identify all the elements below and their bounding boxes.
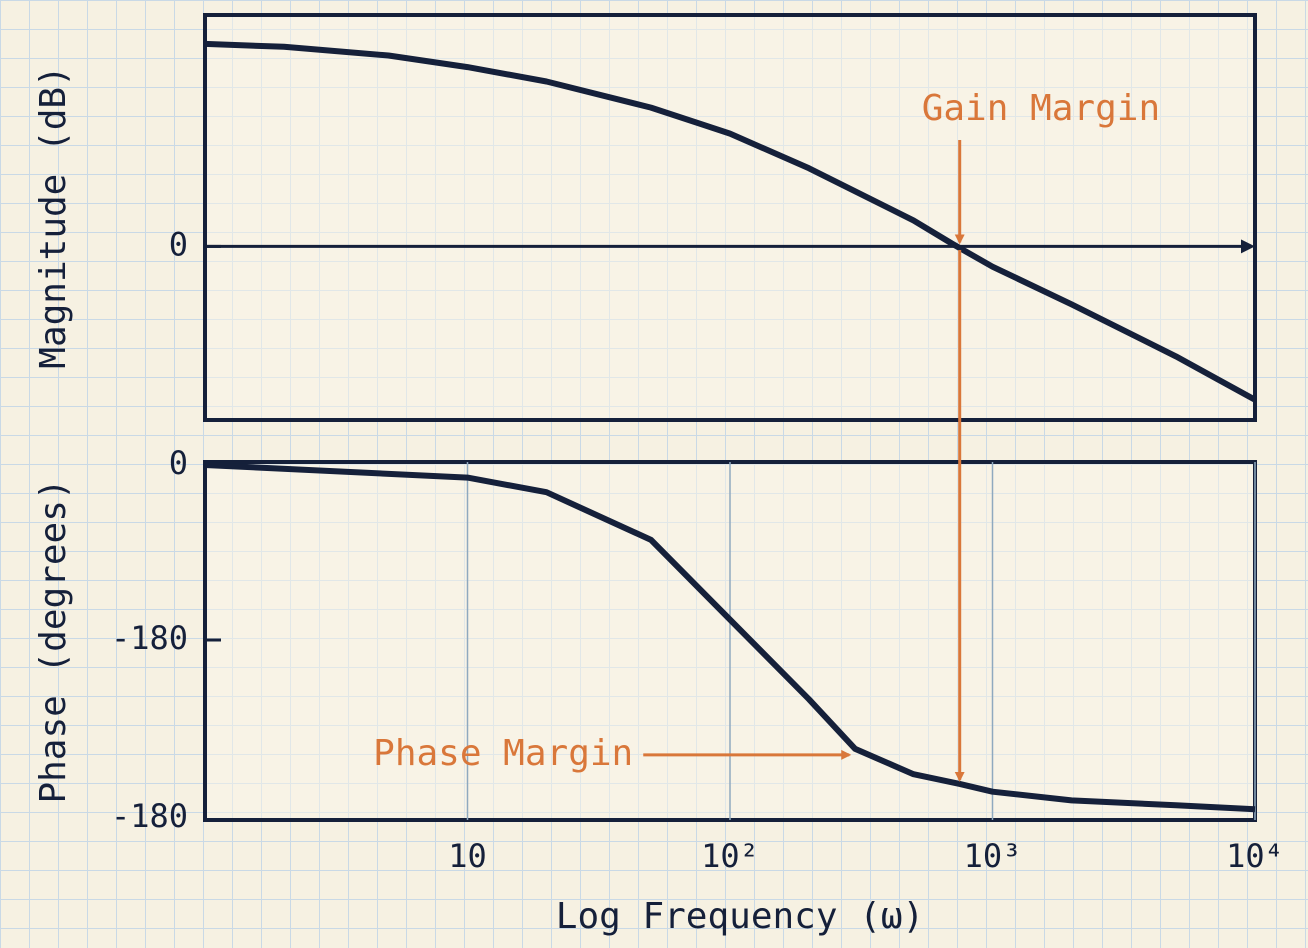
y-axis-label: Phase (degrees) — [33, 478, 74, 803]
y-axis-label: Magnitude (dB) — [33, 65, 74, 368]
line — [204, 40, 1257, 403]
line — [204, 462, 1256, 813]
annotation: Phase Margin — [373, 733, 633, 774]
y-tick-label: -180 — [111, 797, 188, 835]
magnitude-frame — [203, 13, 1257, 422]
y-tick-label: 0 — [169, 225, 188, 263]
x-tick-label: 10³ — [964, 837, 1022, 875]
y-tick-label: 0 — [169, 444, 188, 482]
x-tick-label: 10 — [448, 837, 487, 875]
x-tick-label: 10⁴ — [1226, 837, 1284, 875]
y-tick-label: -180 — [111, 619, 188, 657]
annotation: Gain Margin — [922, 88, 1160, 129]
x-tick-label: 10² — [701, 837, 759, 875]
x-axis-label: Log Frequency (ω) — [556, 896, 924, 937]
